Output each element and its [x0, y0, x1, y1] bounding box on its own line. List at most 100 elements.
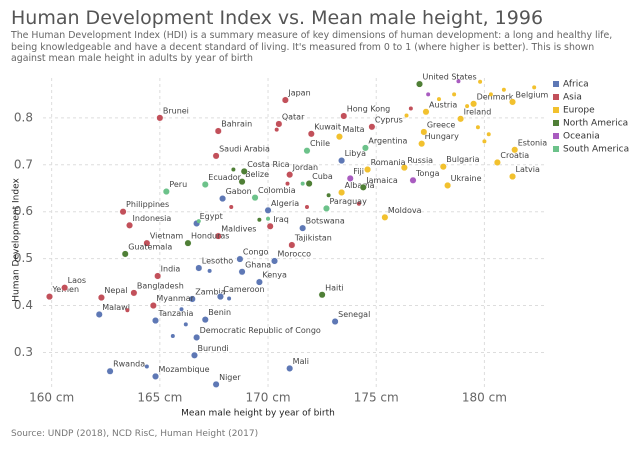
point	[303, 147, 311, 155]
x-axis-title: Mean male height by year of birth	[181, 409, 335, 419]
point-label: Saudi Arabia	[219, 144, 270, 153]
point	[470, 100, 478, 108]
point-label: Colombia	[258, 186, 296, 195]
point-label: Bahrain	[221, 120, 252, 129]
y-tick-label: 0.6	[14, 204, 33, 218]
x-tick-label: 165 cm	[137, 391, 182, 405]
point	[227, 296, 232, 301]
point-label: Ireland	[464, 107, 492, 116]
point	[456, 79, 461, 84]
point	[322, 204, 331, 212]
point	[184, 239, 192, 247]
point	[361, 144, 369, 152]
point	[154, 272, 162, 280]
point-label: Qatar	[282, 112, 305, 121]
point	[486, 132, 491, 137]
legend-label: Oceania	[563, 132, 600, 142]
point-label: Botswana	[306, 217, 345, 226]
chart-title: Human Development Index vs. Mean male he…	[11, 7, 544, 29]
point	[422, 108, 430, 116]
x-tick-label: 180 cm	[462, 391, 507, 405]
point-label: Ecuador	[208, 173, 241, 182]
point-label: Malta	[342, 125, 364, 134]
y-tick-label: 0.7	[14, 157, 33, 171]
point	[493, 158, 501, 167]
x-tick-label: 170 cm	[246, 391, 291, 405]
legend-label: Africa	[563, 80, 589, 90]
point	[156, 114, 164, 122]
point	[193, 333, 201, 342]
point	[318, 291, 326, 299]
y-tick-label: 0.5	[14, 251, 33, 265]
point	[338, 157, 346, 165]
point	[501, 87, 506, 92]
point-label: Libya	[345, 149, 366, 158]
point-label: Tonga	[415, 169, 440, 178]
point	[143, 239, 151, 247]
y-axis-title: Human Development Index	[12, 178, 22, 302]
legend-swatch	[553, 120, 559, 126]
x-tick-label: 160 cm	[29, 391, 74, 405]
point	[212, 380, 220, 388]
point-label: Egypt	[200, 212, 223, 221]
point	[404, 113, 409, 118]
point	[478, 79, 483, 84]
point	[144, 364, 149, 369]
point	[97, 294, 105, 302]
point	[436, 97, 441, 102]
point-label: Russia	[407, 156, 433, 165]
point	[266, 216, 271, 221]
point-label: Jamaica	[365, 176, 398, 185]
legend-swatch	[553, 94, 559, 100]
point	[274, 127, 279, 132]
point	[275, 120, 283, 128]
point-label: Peru	[169, 180, 187, 189]
legend-label: Europe	[563, 106, 595, 116]
point-label: Cyprus	[375, 115, 403, 124]
point	[532, 85, 537, 90]
point-label: India	[161, 264, 181, 273]
point	[335, 133, 343, 141]
point	[214, 127, 222, 135]
point	[255, 278, 263, 286]
point	[286, 171, 294, 179]
point-label: Romania	[371, 158, 406, 167]
legend-label: South America	[563, 145, 629, 155]
point	[307, 130, 315, 138]
point-label: Gabon	[226, 187, 252, 196]
point	[61, 284, 69, 292]
chart-subtitle: The Human Development Index (HDI) is a s…	[11, 30, 613, 65]
point	[196, 219, 201, 224]
point	[511, 146, 519, 154]
point	[299, 224, 307, 232]
point-label: Vietnam	[150, 232, 184, 241]
legend-swatch	[553, 81, 559, 87]
point-label: Latvia	[516, 165, 540, 174]
point	[420, 128, 428, 136]
legend-swatch	[553, 107, 559, 113]
point-label: Iraq	[273, 215, 289, 224]
point	[465, 104, 470, 109]
point	[257, 217, 262, 222]
point-label: Hungary	[425, 132, 459, 141]
point	[125, 308, 130, 313]
point-label: Maldives	[221, 225, 256, 234]
point-label: Cameroon	[223, 285, 264, 294]
point-label: Democratic Republic of Congo	[200, 326, 321, 335]
point	[409, 176, 417, 184]
legend-swatch	[553, 146, 559, 152]
point-label: Greece	[427, 120, 456, 129]
point	[508, 98, 517, 106]
point	[444, 181, 452, 189]
point	[452, 92, 457, 97]
point-label: Hong Kong	[347, 105, 391, 114]
legend-swatch	[553, 133, 559, 139]
point-label: Malawi	[102, 303, 130, 312]
point-label: Bangladesh	[137, 281, 184, 290]
point	[95, 310, 103, 319]
point-label: Guatemala	[128, 242, 172, 251]
point	[149, 301, 157, 310]
point	[418, 140, 426, 148]
point-label: Nepal	[104, 286, 127, 295]
